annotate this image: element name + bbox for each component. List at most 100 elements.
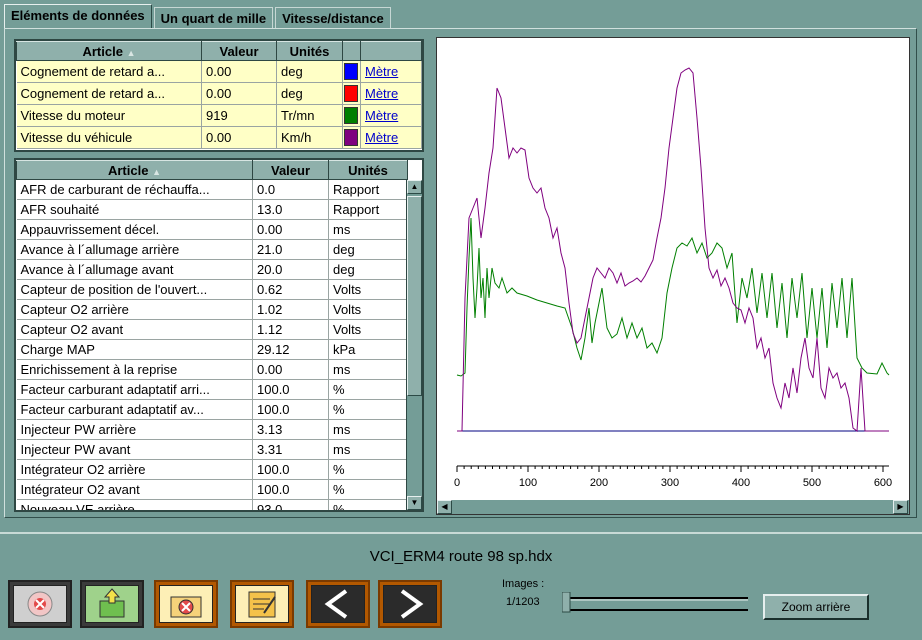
table-row[interactable]: Facteur carburant adaptatif av... 100.0 … <box>16 399 408 420</box>
param-value: 0.00 <box>252 359 329 380</box>
meter-item: Cognement de retard a... <box>16 60 202 83</box>
param-unit: Volts <box>328 299 408 320</box>
meter-link[interactable]: Mètre <box>365 130 399 145</box>
frame-slider[interactable] <box>561 591 750 614</box>
meter-item: Vitesse du véhicule <box>16 126 202 149</box>
param-value: 100.0 <box>252 479 329 500</box>
meter-link[interactable]: Mètre <box>365 108 399 123</box>
scroll-up-icon[interactable]: ▲ <box>407 180 422 194</box>
param-value: 100.0 <box>252 379 329 400</box>
x-tick-label: 600 <box>874 477 892 489</box>
param-value: 93.0 <box>252 499 329 510</box>
param-unit: ms <box>328 219 408 240</box>
meter-unit: deg <box>276 82 343 105</box>
stop-record-icon <box>27 591 53 617</box>
table-row[interactable]: Facteur carburant adaptatif arri... 100.… <box>16 379 408 400</box>
notes-button[interactable] <box>230 580 294 628</box>
color-swatch[interactable] <box>344 107 358 125</box>
data-graph[interactable]: 0 100 200 300 400 500 600 ◀ ▶ <box>436 37 910 515</box>
param-value: 0.0 <box>252 179 329 200</box>
meter-value: 919 <box>201 104 277 127</box>
stop-recording-button[interactable] <box>8 580 72 628</box>
table-row[interactable]: AFR souhaité 13.0 Rapport <box>16 199 408 220</box>
meter-row[interactable]: Cognement de retard a... 0.00 deg Mètre <box>16 82 422 105</box>
meter-row[interactable]: Vitesse du véhicule 0.00 Km/h Mètre <box>16 126 422 149</box>
meter-link[interactable]: Mètre <box>365 64 399 79</box>
col-header-value[interactable]: Valeur <box>201 41 277 61</box>
meter-unit: Tr/mn <box>276 104 343 127</box>
col-header-value[interactable]: Valeur <box>252 160 329 180</box>
x-tick-label: 500 <box>803 477 821 489</box>
param-unit: Rapport <box>328 179 408 200</box>
x-tick-label: 100 <box>519 477 537 489</box>
vehicle-speed-trace <box>457 67 889 432</box>
param-item: Injecteur PW arrière <box>16 419 253 440</box>
tab-bar: Eléments de données Un quart de mille Vi… <box>4 4 393 29</box>
horizontal-scrollbar[interactable]: ◀ ▶ <box>437 500 909 514</box>
next-frame-button[interactable] <box>378 580 442 628</box>
param-item: AFR de carburant de réchauffa... <box>16 179 253 200</box>
param-unit: ms <box>328 359 408 380</box>
table-row[interactable]: Appauvrissement décel. 0.00 ms <box>16 219 408 240</box>
col-header-units[interactable]: Unités <box>328 160 408 180</box>
table-row[interactable]: Charge MAP 29.12 kPa <box>16 339 408 360</box>
export-button[interactable] <box>80 580 144 628</box>
meter-row[interactable]: Vitesse du moteur 919 Tr/mn Mètre <box>16 104 422 127</box>
frames-label: Images : <box>502 578 545 590</box>
table-row[interactable]: Injecteur PW avant 3.31 ms <box>16 439 408 460</box>
table-row[interactable]: Avance à l´allumage avant 20.0 deg <box>16 259 408 280</box>
close-file-button[interactable] <box>154 580 218 628</box>
param-item: Avance à l´allumage arrière <box>16 239 253 260</box>
param-value: 1.12 <box>252 319 329 340</box>
table-row[interactable]: Capteur O2 arrière 1.02 Volts <box>16 299 408 320</box>
frame-counter: 1/1203 <box>506 596 540 608</box>
vertical-scrollbar[interactable]: ▲ ▼ <box>406 180 422 510</box>
color-swatch[interactable] <box>344 129 358 147</box>
scroll-thumb[interactable] <box>407 196 422 396</box>
table-row[interactable]: Nouveau VE arrière 93.0 % <box>16 499 408 510</box>
table-row[interactable]: Enrichissement à la reprise 0.00 ms <box>16 359 408 380</box>
param-value: 3.13 <box>252 419 329 440</box>
chevron-left-icon <box>324 589 348 619</box>
param-value: 0.00 <box>252 219 329 240</box>
table-row[interactable]: Intégrateur O2 avant 100.0 % <box>16 479 408 500</box>
previous-frame-button[interactable] <box>306 580 370 628</box>
param-item: Facteur carburant adaptatif arri... <box>16 379 253 400</box>
table-row[interactable]: Intégrateur O2 arrière 100.0 % <box>16 459 408 480</box>
export-icon <box>99 588 125 618</box>
meter-row[interactable]: Cognement de retard a... 0.00 deg Mètre <box>16 60 422 83</box>
scroll-down-icon[interactable]: ▼ <box>407 496 422 510</box>
col-header-article[interactable]: Article ▲ <box>16 160 253 180</box>
param-item: Intégrateur O2 arrière <box>16 459 253 480</box>
color-swatch[interactable] <box>344 63 358 81</box>
col-header-units[interactable]: Unités <box>276 41 343 61</box>
tab-quarter-mile[interactable]: Un quart de mille <box>153 7 274 29</box>
tab-speed-distance[interactable]: Vitesse/distance <box>275 7 391 29</box>
table-row[interactable]: Capteur O2 avant 1.12 Volts <box>16 319 408 340</box>
scroll-right-icon[interactable]: ▶ <box>893 500 908 514</box>
zoom-out-button[interactable]: Zoom arrière <box>763 594 869 620</box>
meter-item: Cognement de retard a... <box>16 82 202 105</box>
param-item: Injecteur PW avant <box>16 439 253 460</box>
slider-thumb[interactable] <box>561 591 571 613</box>
chevron-right-icon <box>400 589 424 619</box>
table-row[interactable]: Injecteur PW arrière 3.13 ms <box>16 419 408 440</box>
table-row[interactable]: Avance à l´allumage arrière 21.0 deg <box>16 239 408 260</box>
col-header-article[interactable]: Article ▲ <box>16 41 202 61</box>
playback-bar: VCI_ERM4 route 98 sp.hdx <box>0 532 922 640</box>
color-swatch[interactable] <box>344 85 358 103</box>
param-value: 21.0 <box>252 239 329 260</box>
param-value: 100.0 <box>252 459 329 480</box>
param-unit: ms <box>328 439 408 460</box>
meter-link[interactable]: Mètre <box>365 86 399 101</box>
scroll-left-icon[interactable]: ◀ <box>437 500 452 514</box>
param-unit: Rapport <box>328 199 408 220</box>
meter-unit: Km/h <box>276 126 343 149</box>
tab-data-items[interactable]: Eléments de données <box>4 4 152 29</box>
param-unit: % <box>328 399 408 420</box>
param-unit: % <box>328 499 408 510</box>
param-item: Enrichissement à la reprise <box>16 359 253 380</box>
graph-canvas: 0 100 200 300 400 500 600 <box>454 67 892 489</box>
table-row[interactable]: Capteur de position de l'ouvert... 0.62 … <box>16 279 408 300</box>
table-row[interactable]: AFR de carburant de réchauffa... 0.0 Rap… <box>16 179 408 200</box>
